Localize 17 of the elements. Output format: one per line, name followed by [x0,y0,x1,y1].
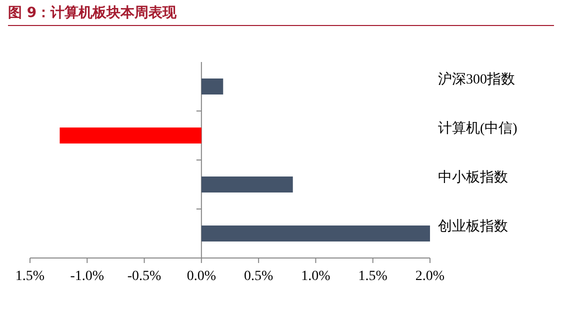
bar [201,226,430,242]
y-tick-label: 沪深300指数 [438,72,515,88]
x-tick-label: 1.5% [358,269,388,284]
y-tick-label: 中小板指数 [438,170,508,186]
y-tick-label: 创业板指数 [438,218,508,234]
x-tick-label: -0.5% [127,269,162,284]
chart-title: 图 9：计算机板块本周表现 [8,4,554,26]
x-tick-label: 2.0% [415,269,445,284]
x-tick-label: 1.0% [301,269,331,284]
y-tick-label: 计算机(中信) [438,120,518,136]
x-tick-label: -1.0% [70,269,104,284]
bar [201,176,293,192]
x-tick-label: 1.5% [15,269,45,284]
x-tick-label: 0.5% [244,269,274,284]
bar [201,78,224,94]
x-tick-label: 0.0% [186,269,216,284]
bar [60,128,202,144]
